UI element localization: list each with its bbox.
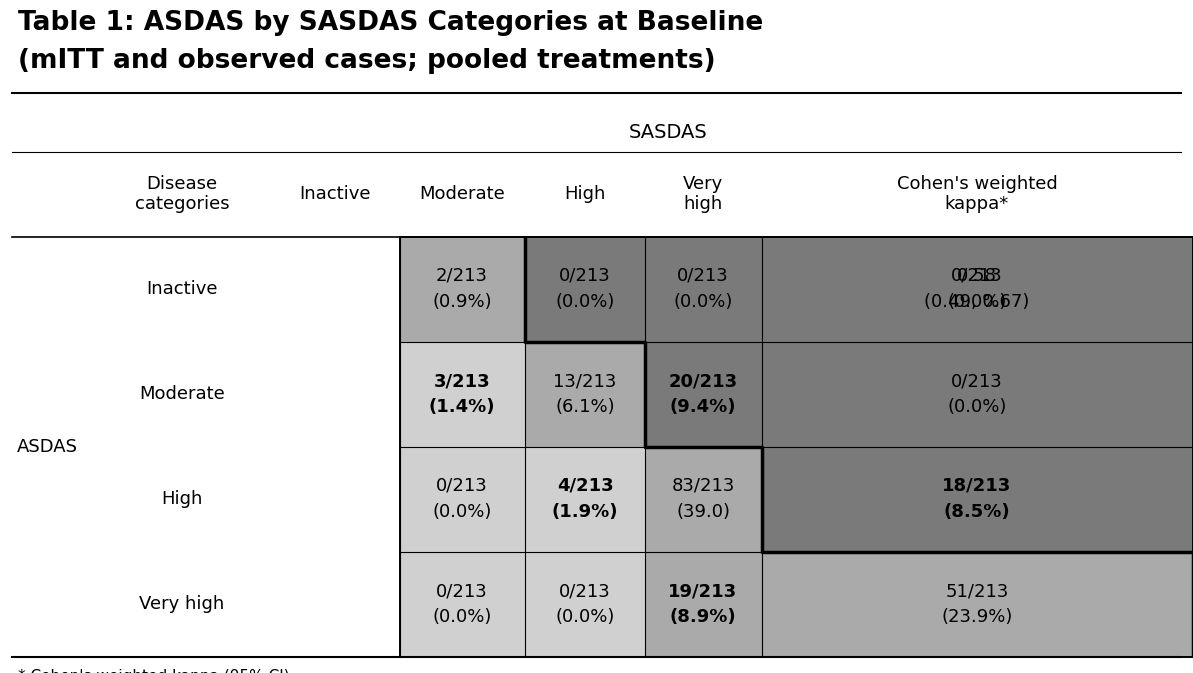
Text: Very
high: Very high [682, 174, 723, 213]
Text: 0/213: 0/213 [560, 267, 611, 285]
Text: (1.9%): (1.9%) [551, 503, 618, 521]
Text: Moderate: Moderate [140, 385, 224, 403]
Text: 0/213: 0/213 [560, 582, 611, 600]
Text: Very high: Very high [140, 595, 224, 613]
Text: High: High [161, 490, 203, 508]
Text: (1.4%): (1.4%) [428, 398, 495, 416]
Text: ASDAS: ASDAS [17, 438, 78, 456]
Text: (0.9%): (0.9%) [432, 293, 492, 311]
Text: Disease
categories: Disease categories [135, 174, 229, 213]
Text: (0.0%): (0.0%) [432, 608, 492, 626]
Bar [525, 342, 645, 447]
Text: 51/213: 51/213 [945, 582, 1009, 600]
Text: 83/213: 83/213 [672, 477, 735, 495]
Bar [400, 447, 525, 552]
Text: * Cohen's weighted kappa (95% CI): * Cohen's weighted kappa (95% CI) [18, 669, 290, 673]
Text: 0.58: 0.58 [957, 267, 997, 285]
Bar [400, 342, 525, 447]
Bar [762, 552, 1193, 657]
Text: 18/213: 18/213 [942, 477, 1012, 495]
Bar [400, 552, 525, 657]
Text: (23.9%): (23.9%) [941, 608, 1013, 626]
Bar [525, 447, 645, 552]
Text: Cohen's weighted
kappa*: Cohen's weighted kappa* [897, 174, 1057, 213]
Text: (0.0%): (0.0%) [555, 608, 614, 626]
Text: (8.9%): (8.9%) [669, 608, 736, 626]
Bar [645, 237, 762, 342]
Bar [525, 237, 645, 342]
Bar [762, 447, 1193, 552]
Bar [762, 342, 1193, 447]
Text: 3/213: 3/213 [434, 372, 490, 390]
Bar [645, 342, 762, 447]
Bar [645, 552, 762, 657]
Text: High: High [564, 185, 606, 203]
Bar [400, 237, 1193, 657]
Text: (mITT and observed cases; pooled treatments): (mITT and observed cases; pooled treatme… [18, 48, 716, 74]
Text: (0.0%): (0.0%) [432, 503, 492, 521]
Text: (0.0%): (0.0%) [673, 293, 733, 311]
Text: 0/213: 0/213 [437, 477, 488, 495]
Text: 19/213: 19/213 [668, 582, 737, 600]
Text: (0.0%): (0.0%) [555, 293, 614, 311]
Bar [400, 237, 525, 342]
Bar [645, 447, 762, 552]
Text: 2/213: 2/213 [435, 267, 488, 285]
Text: (0.0%): (0.0%) [947, 398, 1007, 416]
Text: (9.4%): (9.4%) [669, 398, 736, 416]
Bar [762, 237, 1193, 342]
Text: (6.1%): (6.1%) [555, 398, 614, 416]
Text: 20/213: 20/213 [668, 372, 737, 390]
Text: (0.0%): (0.0%) [947, 293, 1007, 311]
Bar [525, 552, 645, 657]
Text: Inactive: Inactive [299, 185, 371, 203]
Text: 0/213: 0/213 [437, 582, 488, 600]
Text: Inactive: Inactive [147, 280, 218, 298]
Text: 4/213: 4/213 [557, 477, 613, 495]
Text: (8.5%): (8.5%) [944, 503, 1010, 521]
Text: (0.49, 0.67): (0.49, 0.67) [925, 293, 1030, 311]
Text: Table 1: ASDAS by SASDAS Categories at Baseline: Table 1: ASDAS by SASDAS Categories at B… [18, 10, 764, 36]
Text: (39.0): (39.0) [676, 503, 730, 521]
Text: SASDAS: SASDAS [629, 123, 707, 142]
Text: 13/213: 13/213 [554, 372, 617, 390]
Text: 0/213: 0/213 [678, 267, 729, 285]
Text: 0/213: 0/213 [951, 267, 1003, 285]
Text: Moderate: Moderate [419, 185, 505, 203]
Text: 0/213: 0/213 [951, 372, 1003, 390]
